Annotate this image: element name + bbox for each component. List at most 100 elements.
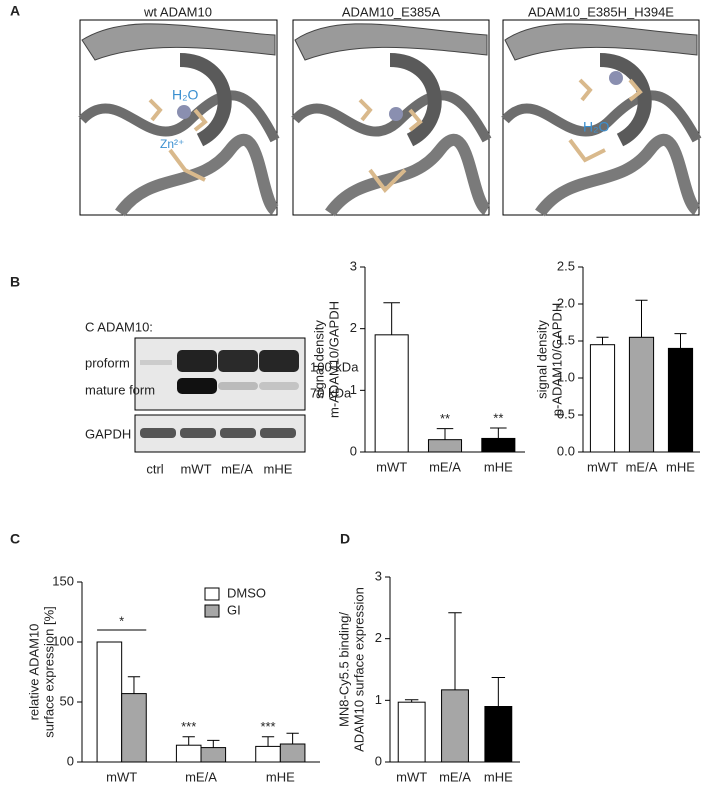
- legend-swatch: [204, 587, 220, 601]
- error-bar: [383, 302, 400, 335]
- error-bar: [182, 736, 195, 746]
- y-tick-label: 0: [350, 443, 357, 458]
- error-bar: [596, 336, 609, 345]
- panel-label: C: [10, 531, 20, 547]
- y-tick-label: 0: [375, 753, 382, 768]
- bar: [200, 747, 227, 763]
- error-bar: [207, 739, 220, 748]
- bar: [484, 706, 513, 763]
- y-tick-label: 50: [60, 693, 74, 708]
- significance-label: *: [119, 613, 124, 628]
- annotation: H₂O: [172, 87, 199, 103]
- x-tick-label: mE/A: [429, 459, 461, 474]
- error-bar: [490, 427, 507, 439]
- blot-title: C ADAM10:: [85, 319, 153, 334]
- lane-label: ctrl: [146, 461, 163, 476]
- x-tick-label: mE/A: [185, 769, 217, 784]
- bar: [121, 693, 147, 763]
- bar: [374, 334, 409, 453]
- error-bar: [491, 677, 506, 707]
- significance-label: ***: [181, 719, 196, 734]
- y-tick-label: 1.5: [557, 332, 575, 347]
- western-blot: [134, 337, 306, 453]
- y-tick-label: 0.5: [557, 406, 575, 421]
- y-axis-label: signal density: [534, 320, 549, 399]
- error-bar: [448, 612, 462, 690]
- error-bar: [635, 299, 648, 338]
- bar: [481, 437, 516, 453]
- structure-1: H₂O Zn²⁺: [78, 19, 280, 217]
- y-tick-label: 3: [350, 258, 357, 273]
- y-axis-label: relative ADAM10: [26, 624, 41, 721]
- x-tick-label: mWT: [106, 769, 137, 784]
- lane-label: mE/A: [221, 461, 253, 476]
- x-tick-label: mE/A: [626, 459, 658, 474]
- y-tick-label: 2: [375, 630, 382, 645]
- y-axis-label: signal density: [311, 320, 326, 399]
- y-tick-label: 3: [375, 568, 382, 583]
- y-tick-label: 2: [350, 320, 357, 335]
- structure-title: ADAM10_E385A: [342, 4, 441, 19]
- structure-title: wt ADAM10: [143, 4, 212, 19]
- y-tick-label: 1: [375, 692, 382, 707]
- y-axis-label: MN8-Cy5.5 binding/: [336, 612, 351, 727]
- x-tick-label: mE/A: [439, 769, 471, 784]
- bar: [441, 689, 469, 763]
- x-tick-label: mWT: [376, 459, 407, 474]
- y-axis-label: p-ADAM10/GAPDH: [549, 303, 564, 416]
- marker-label: 70 kDa: [310, 385, 352, 400]
- x-tick-label: mHE: [266, 769, 295, 784]
- legend-label: GI: [227, 602, 241, 617]
- panel-label: A: [10, 3, 20, 19]
- bar: [279, 743, 306, 763]
- annotation: Zn²⁺: [160, 137, 184, 151]
- significance-label: **: [493, 410, 503, 425]
- significance-label: **: [440, 411, 450, 426]
- error-bar: [286, 732, 299, 744]
- error-bar: [436, 428, 454, 440]
- structure-3: H₂O: [501, 19, 702, 217]
- x-tick-label: mHE: [484, 459, 513, 474]
- x-tick-label: mHE: [484, 769, 513, 784]
- significance-label: ***: [260, 719, 275, 734]
- panel-label: D: [340, 531, 350, 547]
- lane-label: mWT: [180, 461, 211, 476]
- row-label: mature form: [85, 382, 155, 397]
- x-tick-label: mHE: [666, 459, 695, 474]
- y-tick-label: 0: [67, 753, 74, 768]
- x-tick-label: mWT: [587, 459, 618, 474]
- lane-label: mHE: [264, 461, 293, 476]
- y-tick-label: 1: [350, 382, 357, 397]
- error-bar: [674, 333, 687, 349]
- y-tick-label: 100: [52, 633, 74, 648]
- bar: [589, 344, 616, 453]
- bar: [628, 336, 655, 453]
- bar: [255, 745, 281, 763]
- y-tick-label: 150: [52, 573, 74, 588]
- bar: [427, 439, 463, 453]
- y-tick-label: 2.5: [557, 258, 575, 273]
- y-tick-label: 2.0: [557, 295, 575, 310]
- marker-label: 100 kDa: [310, 359, 359, 374]
- row-label: proform: [85, 355, 130, 370]
- y-tick-label: 0.0: [557, 443, 575, 458]
- legend-label: DMSO: [227, 585, 266, 600]
- structure-title: ADAM10_E385H_H394E: [528, 4, 674, 19]
- error-bar: [127, 676, 141, 694]
- error-bar: [404, 699, 419, 703]
- row-label: GAPDH: [85, 426, 131, 441]
- structure-2: [291, 19, 492, 217]
- y-tick-label: 1.0: [557, 369, 575, 384]
- bar: [96, 641, 123, 763]
- legend-swatch: [204, 604, 220, 618]
- bar: [397, 701, 426, 763]
- bar: [175, 744, 202, 763]
- y-axis-label: m-ADAM10/GAPDH: [326, 301, 341, 418]
- x-tick-label: mWT: [396, 769, 427, 784]
- panel-label: B: [10, 274, 20, 290]
- annotation: H₂O: [583, 119, 610, 135]
- bar: [667, 347, 694, 453]
- error-bar: [261, 736, 275, 747]
- y-axis-label: ADAM10 surface expression: [351, 587, 366, 752]
